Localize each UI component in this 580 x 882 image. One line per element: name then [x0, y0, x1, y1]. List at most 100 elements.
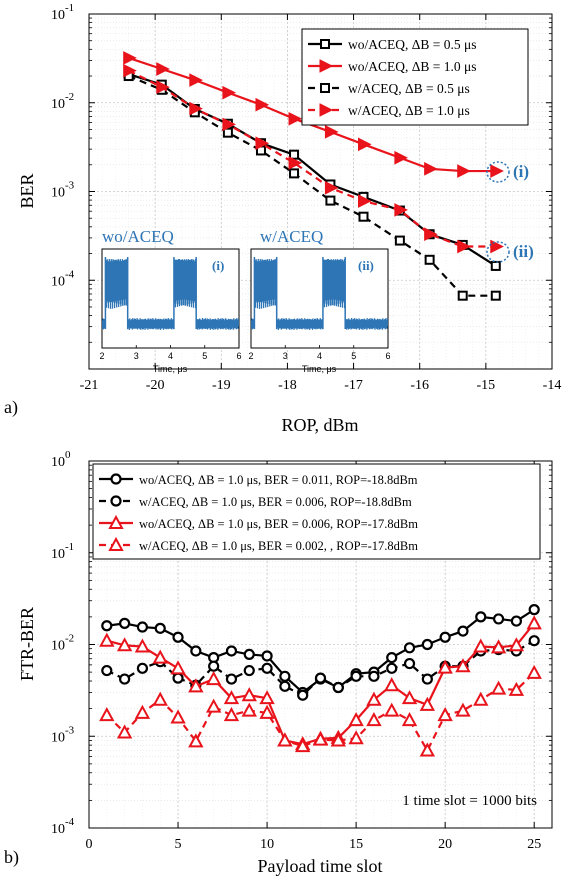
data-point	[473, 691, 489, 706]
data-point	[419, 742, 436, 757]
data-point	[241, 702, 257, 717]
data-point	[510, 615, 522, 627]
data-point	[455, 658, 471, 673]
data-point	[277, 732, 293, 747]
data-point	[403, 642, 416, 654]
x-tick-label: 15	[349, 837, 363, 852]
x-tick-label: -17	[344, 378, 363, 393]
data-point	[136, 621, 149, 633]
legend-item-1: wo/ACEQ, ΔB = 1.0 μs, BER = 0.011, ROP=-…	[99, 473, 418, 487]
y-tick-label: 10 -1	[51, 541, 74, 562]
legend-item-2: wo/ACEQ, ΔB = 1.0 μs	[308, 59, 477, 74]
legend-marker	[320, 39, 330, 49]
data-point	[295, 738, 311, 753]
chart-a-ticks	[88, 13, 553, 370]
data-point	[358, 211, 369, 222]
svg-text:10: 10	[51, 547, 65, 562]
legend-marker	[108, 514, 124, 529]
legend-label: wo/ACEQ, ΔB = 0.5 μs	[348, 37, 477, 52]
data-point	[312, 731, 329, 746]
inset-x-tick-label: 2	[248, 351, 253, 361]
data-point	[189, 73, 203, 87]
data-point	[357, 137, 372, 152]
chart-a-xlabel: ROP, dBm	[281, 415, 358, 435]
series-line-4	[128, 69, 496, 248]
inset-signal-trace	[102, 259, 239, 330]
inset-wo-aceq-title: wo/ACEQ	[102, 227, 174, 246]
svg-text:10: 10	[51, 730, 65, 745]
data-point	[123, 63, 137, 78]
data-point	[401, 690, 418, 705]
x-tick-label: 20	[438, 837, 452, 852]
data-point	[261, 662, 273, 674]
data-point	[134, 704, 151, 719]
legend-label: w/ACEQ, ΔB = 1.0 μs, BER = 0.006, ROP=-1…	[139, 495, 412, 509]
data-point	[288, 156, 303, 170]
data-point	[348, 730, 364, 745]
svg-text:10: 10	[51, 8, 65, 23]
data-point	[123, 51, 137, 65]
data-point	[205, 670, 222, 686]
legend-label: w/ACEQ, ΔB = 1.0 μs	[348, 103, 470, 118]
legend-item-3: w/ACEQ, ΔB = 0.5 μs	[308, 81, 470, 96]
data-point	[116, 724, 133, 739]
data-point	[243, 648, 255, 661]
data-point	[205, 698, 222, 713]
inset-wo-aceq-marker: (i)	[212, 258, 224, 273]
data-point	[528, 635, 540, 647]
data-point	[152, 691, 168, 706]
svg-text:10: 10	[51, 822, 65, 837]
data-point	[136, 662, 149, 674]
data-point	[255, 136, 270, 151]
data-point	[225, 673, 238, 685]
data-point	[384, 702, 400, 717]
data-point	[475, 611, 487, 623]
y-tick-label: 10 -3	[51, 180, 75, 201]
data-point	[324, 181, 339, 195]
chart-b-ticks	[88, 460, 552, 829]
data-point	[457, 290, 468, 301]
data-point	[225, 645, 238, 657]
data-point	[424, 162, 438, 176]
chart-a-ylabel: BER	[17, 173, 37, 208]
data-point	[394, 235, 405, 246]
series-4	[123, 63, 504, 254]
data-point	[101, 664, 113, 677]
legend-marker	[319, 103, 334, 117]
data-point	[490, 639, 507, 654]
data-point	[289, 149, 300, 160]
legend-marker	[320, 83, 330, 93]
chart-a: 10-110-210-310-4 -21 -20 -19 -18 -17 -16 -15 -1…	[4, 2, 561, 435]
inset-x-tick-label: 3	[283, 351, 288, 361]
legend-marker	[319, 59, 334, 73]
legend-marker	[108, 536, 124, 551]
data-point	[394, 150, 408, 165]
legend-item-2: w/ACEQ, ΔB = 1.0 μs, BER = 0.006, ROP=-1…	[99, 495, 412, 509]
data-point	[189, 101, 203, 116]
data-point	[490, 164, 504, 178]
data-point	[190, 645, 202, 657]
y-tick-label: 10 0	[51, 449, 71, 470]
data-point	[508, 681, 525, 696]
data-point	[439, 631, 451, 643]
svg-text:10: 10	[51, 274, 65, 289]
legend-marker	[110, 495, 122, 507]
data-point	[473, 638, 489, 653]
data-point	[437, 707, 453, 722]
inset-x-tick-label: 5	[202, 351, 207, 361]
data-point	[208, 660, 220, 672]
data-point	[384, 677, 400, 692]
data-point	[350, 670, 362, 682]
legend-item-4: w/ACEQ, ΔB = 1.0 μs, BER = 0.002, , ROP=…	[99, 536, 418, 553]
inset-w-aceq-marker: (ii)	[358, 258, 374, 273]
legend-label: wo/ACEQ, ΔB = 1.0 μs, BER = 0.011, ROP=-…	[139, 473, 418, 487]
legend-item-4: w/ACEQ, ΔB = 1.0 μs	[308, 103, 470, 118]
svg-text:10: 10	[51, 455, 65, 470]
y-tick-label: 10 -4	[51, 816, 75, 837]
svg-text:-4: -4	[65, 268, 75, 280]
data-point	[368, 670, 380, 682]
x-tick-label: -16	[410, 378, 429, 393]
data-point	[261, 650, 273, 662]
x-tick-label: 5	[175, 837, 182, 852]
